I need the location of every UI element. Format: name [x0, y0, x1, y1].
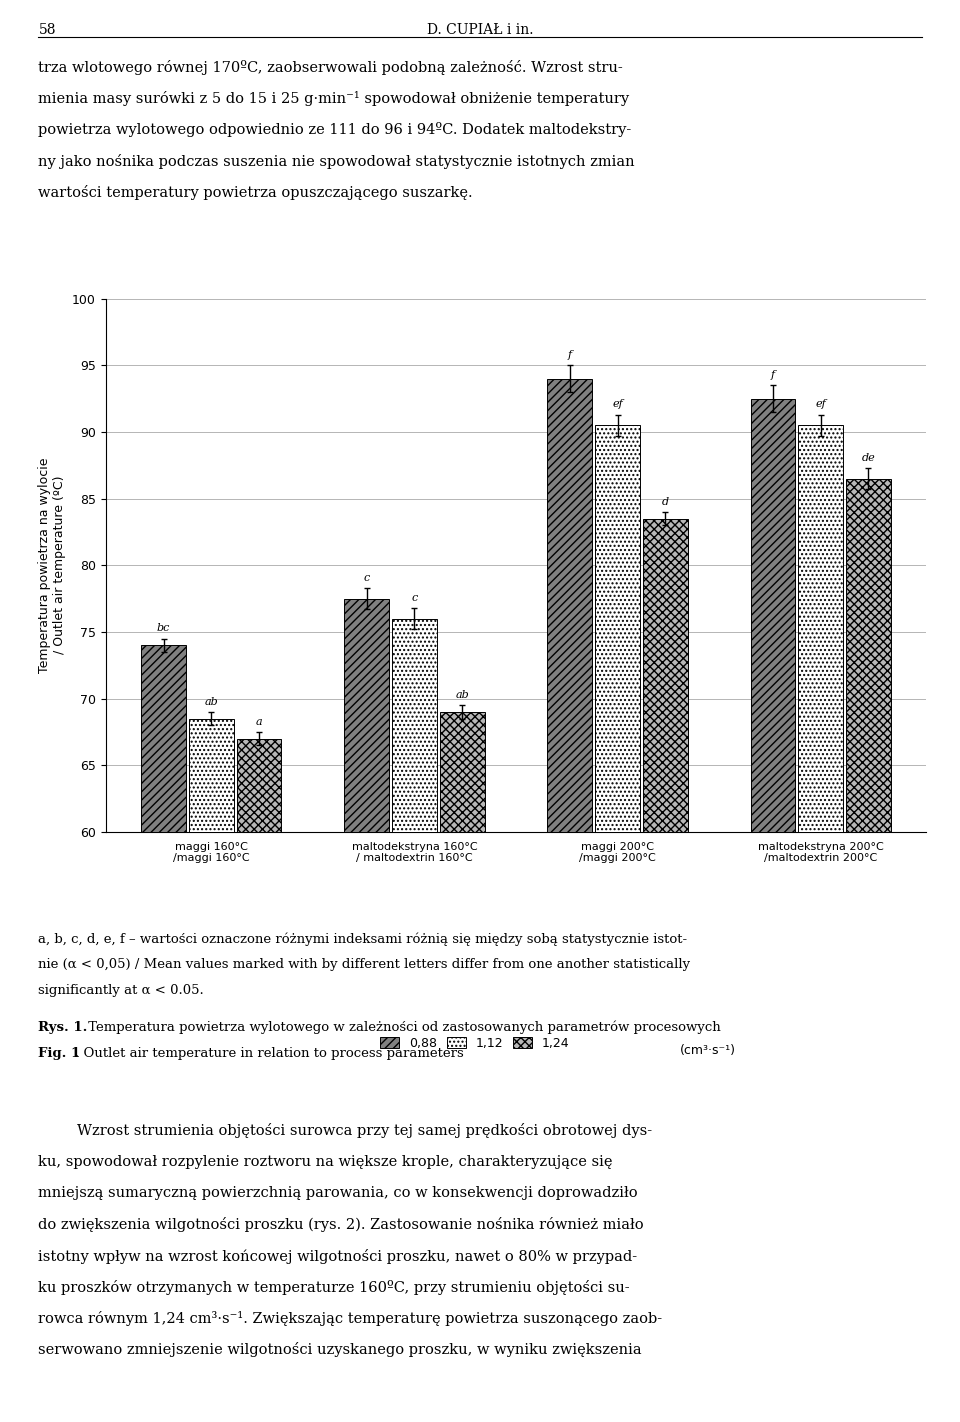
Text: maltodekstryna 200°C
/maltodextrin 200°C: maltodekstryna 200°C /maltodextrin 200°C [757, 842, 883, 863]
Text: f: f [771, 370, 775, 380]
Text: D. CUPIAŁ i in.: D. CUPIAŁ i in. [427, 23, 533, 37]
Text: . Outlet air temperature in relation to process parameters: . Outlet air temperature in relation to … [75, 1047, 464, 1059]
Bar [547, 378, 592, 832]
Text: (cm³·s⁻¹): (cm³·s⁻¹) [680, 1044, 736, 1057]
Text: de: de [862, 452, 876, 462]
Text: 58: 58 [38, 23, 56, 37]
Text: Rys. 1.: Rys. 1. [38, 1021, 87, 1034]
Bar [237, 738, 281, 832]
Text: ny jako nośnika podczas suszenia nie spowodował statystycznie istotnych zmian: ny jako nośnika podczas suszenia nie spo… [38, 154, 635, 169]
Bar [392, 619, 437, 832]
Bar [595, 425, 640, 832]
Text: d: d [661, 496, 669, 506]
Text: ef: ef [612, 400, 623, 410]
Text: trza wlotowego równej 170ºC, zaobserwowali podobną zależność. Wzrost stru-: trza wlotowego równej 170ºC, zaobserwowa… [38, 60, 623, 75]
Text: bc: bc [156, 623, 170, 633]
Legend: 0,88, 1,12, 1,24: 0,88, 1,12, 1,24 [380, 1037, 569, 1049]
Text: powietrza wylotowego odpowiednio ze 111 do 96 i 94ºC. Dodatek maltodekstry-: powietrza wylotowego odpowiednio ze 111 … [38, 122, 632, 138]
Text: Wzrost strumienia objętości surowca przy tej samej prędkości obrotowej dys-: Wzrost strumienia objętości surowca przy… [77, 1123, 652, 1139]
Text: serwowano zmniejszenie wilgotności uzyskanego proszku, w wyniku zwiększenia: serwowano zmniejszenie wilgotności uzysk… [38, 1342, 642, 1358]
Text: mienia masy surówki z 5 do 15 i 25 g·min⁻¹ spowodował obniżenie temperatury: mienia masy surówki z 5 do 15 i 25 g·min… [38, 91, 630, 107]
Bar [189, 718, 233, 832]
Text: a, b, c, d, e, f – wartości oznaczone różnymi indeksami różnią się między sobą s: a, b, c, d, e, f – wartości oznaczone ró… [38, 933, 687, 946]
Text: maggi 200°C
/maggi 200°C: maggi 200°C /maggi 200°C [579, 842, 656, 863]
Text: mniejszą sumaryczną powierzchnią parowania, co w konsekwencji doprowadziło: mniejszą sumaryczną powierzchnią parowan… [38, 1186, 638, 1200]
Text: a: a [255, 717, 262, 727]
Bar [799, 425, 843, 832]
Text: istotny wpływ na wzrost końcowej wilgotności proszku, nawet o 80% w przypad-: istotny wpływ na wzrost końcowej wilgotn… [38, 1249, 637, 1264]
Text: f: f [567, 350, 572, 360]
Text: ef: ef [815, 400, 827, 410]
Bar [643, 519, 687, 832]
Text: maggi 160°C
/maggi 160°C: maggi 160°C /maggi 160°C [173, 842, 250, 863]
Text: maltodekstryna 160°C
/ maltodextrin 160°C: maltodekstryna 160°C / maltodextrin 160°… [351, 842, 477, 863]
Bar [751, 398, 795, 832]
Text: do zwiększenia wilgotności proszku (rys. 2). Zastosowanie nośnika również miało: do zwiększenia wilgotności proszku (rys.… [38, 1217, 644, 1233]
Text: significantly at α < 0.05.: significantly at α < 0.05. [38, 984, 204, 997]
Text: ku, spowodował rozpylenie roztworu na większe krople, charakteryzujące się: ku, spowodował rozpylenie roztworu na wi… [38, 1155, 612, 1169]
Text: ab: ab [204, 697, 218, 707]
Y-axis label: Temperatura powietrza na wylocie
/ Outlet air temperature (ºC): Temperatura powietrza na wylocie / Outle… [38, 458, 66, 673]
Text: wartości temperatury powietrza opuszczającego suszarkę.: wartości temperatury powietrza opuszczaj… [38, 185, 473, 201]
Bar [846, 479, 891, 832]
Bar [440, 712, 485, 832]
Text: ku proszków otrzymanych w temperaturze 160ºC, przy strumieniu objętości su-: ku proszków otrzymanych w temperaturze 1… [38, 1280, 630, 1295]
Text: c: c [364, 573, 370, 583]
Bar [345, 599, 389, 832]
Bar [141, 646, 186, 832]
Text: c: c [411, 593, 418, 603]
Text: nie (α < 0,05) / Mean values marked with by different letters differ from one an: nie (α < 0,05) / Mean values marked with… [38, 958, 690, 971]
Text: Temperatura powietrza wylotowego w zależności od zastosowanych parametrów proces: Temperatura powietrza wylotowego w zależ… [84, 1021, 721, 1034]
Text: ab: ab [455, 690, 469, 700]
Text: Fig. 1: Fig. 1 [38, 1047, 81, 1059]
Text: rowca równym 1,24 cm³·s⁻¹. Zwiększając temperaturę powietrza suszonącego zaob-: rowca równym 1,24 cm³·s⁻¹. Zwiększając t… [38, 1311, 662, 1327]
